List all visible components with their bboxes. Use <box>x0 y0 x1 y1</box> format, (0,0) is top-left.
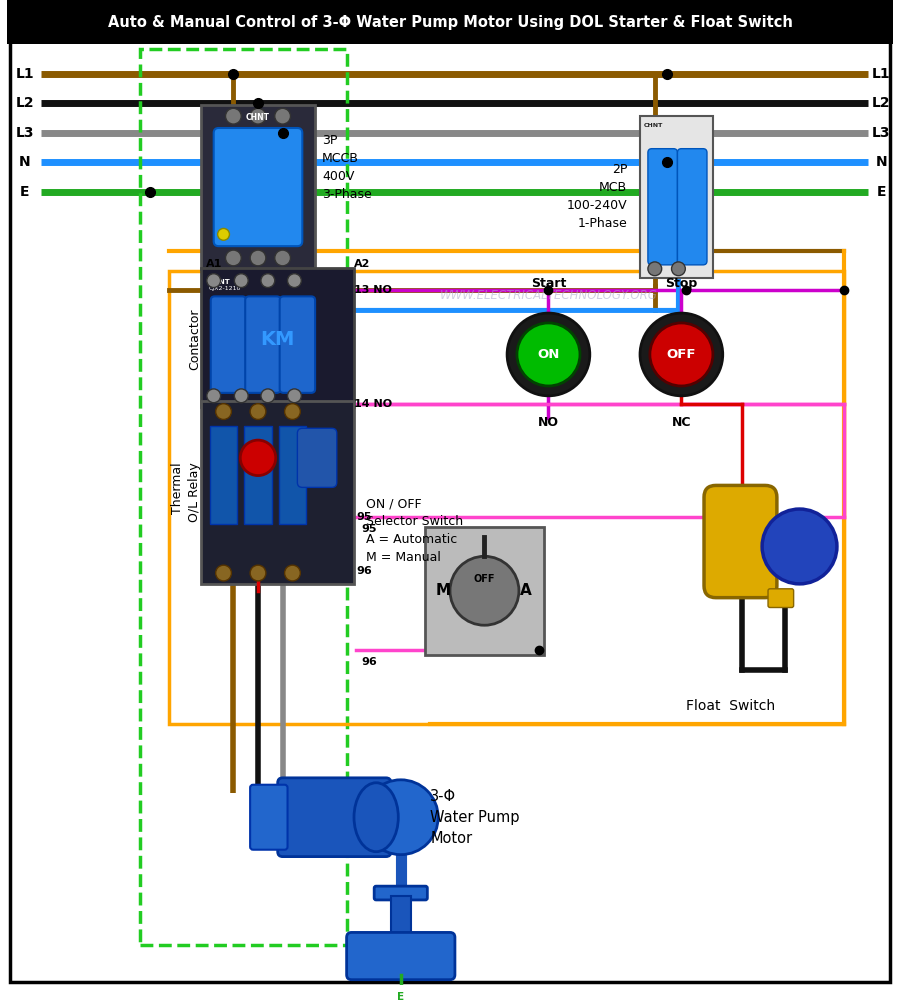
Text: A1: A1 <box>206 259 222 269</box>
Text: A2: A2 <box>354 259 370 269</box>
Text: NC: NC <box>662 299 675 308</box>
FancyBboxPatch shape <box>374 886 428 900</box>
Circle shape <box>284 565 301 581</box>
Circle shape <box>234 389 248 403</box>
Text: Stop: Stop <box>665 277 698 290</box>
Text: NO: NO <box>538 416 559 429</box>
Circle shape <box>640 313 723 396</box>
Text: E: E <box>20 185 30 199</box>
Text: CHNT: CHNT <box>246 113 270 122</box>
Circle shape <box>364 780 438 855</box>
Text: E: E <box>877 185 886 199</box>
FancyBboxPatch shape <box>7 0 893 44</box>
Circle shape <box>671 262 685 276</box>
FancyBboxPatch shape <box>279 426 306 524</box>
FancyBboxPatch shape <box>768 589 794 608</box>
Circle shape <box>648 262 662 276</box>
FancyBboxPatch shape <box>297 428 337 487</box>
Text: 96: 96 <box>362 657 377 667</box>
Text: Auto & Manual Control of 3-Φ Water Pump Motor Using DOL Starter & Float Switch: Auto & Manual Control of 3-Φ Water Pump … <box>108 15 792 30</box>
Text: OFF: OFF <box>667 348 696 361</box>
Circle shape <box>250 565 266 581</box>
Circle shape <box>507 313 590 396</box>
Text: ON / OFF
Selector Switch
A = Automatic
M = Manual: ON / OFF Selector Switch A = Automatic M… <box>366 497 464 564</box>
Text: Contactor: Contactor <box>188 309 201 370</box>
Circle shape <box>226 108 241 124</box>
Text: Start: Start <box>531 277 566 290</box>
Text: E: E <box>397 992 404 1000</box>
Text: Float  Switch: Float Switch <box>686 699 775 713</box>
Text: 3-Φ
Water Pump
Motor: 3-Φ Water Pump Motor <box>430 789 520 846</box>
Text: N: N <box>19 155 31 169</box>
Text: M: M <box>436 583 451 598</box>
Circle shape <box>762 509 837 584</box>
Circle shape <box>250 250 266 266</box>
Circle shape <box>218 228 230 240</box>
Text: NC: NC <box>671 416 691 429</box>
FancyBboxPatch shape <box>640 116 713 278</box>
Circle shape <box>250 108 266 124</box>
Circle shape <box>284 404 301 419</box>
Text: A: A <box>520 583 532 598</box>
Circle shape <box>226 250 241 266</box>
Circle shape <box>250 404 266 419</box>
Circle shape <box>650 323 713 386</box>
Circle shape <box>261 274 274 288</box>
Ellipse shape <box>354 783 399 852</box>
Text: 2P
MCB
100-240V
1-Phase: 2P MCB 100-240V 1-Phase <box>567 163 627 230</box>
Circle shape <box>274 108 291 124</box>
Circle shape <box>450 556 519 625</box>
Circle shape <box>207 389 220 403</box>
Circle shape <box>287 389 302 403</box>
FancyBboxPatch shape <box>280 296 315 393</box>
Text: L1: L1 <box>872 67 891 81</box>
Circle shape <box>287 274 302 288</box>
Circle shape <box>517 323 580 386</box>
Text: CHNT: CHNT <box>644 123 663 128</box>
Text: CJX2-1210: CJX2-1210 <box>209 286 241 291</box>
Circle shape <box>207 274 220 288</box>
Text: L2: L2 <box>15 96 34 110</box>
Text: L3: L3 <box>15 126 34 140</box>
Text: OFF: OFF <box>473 574 495 584</box>
Text: KM: KM <box>260 330 295 349</box>
Circle shape <box>274 250 291 266</box>
Text: N: N <box>876 155 887 169</box>
Circle shape <box>261 389 274 403</box>
Text: NO: NO <box>529 299 543 308</box>
FancyBboxPatch shape <box>391 896 410 940</box>
FancyBboxPatch shape <box>648 149 678 265</box>
FancyBboxPatch shape <box>210 426 238 524</box>
FancyBboxPatch shape <box>245 296 281 393</box>
Text: 14 NO: 14 NO <box>354 399 392 409</box>
Circle shape <box>234 274 248 288</box>
FancyBboxPatch shape <box>211 296 247 393</box>
Text: 95: 95 <box>356 512 372 522</box>
FancyBboxPatch shape <box>201 401 355 584</box>
Text: ON: ON <box>537 348 560 361</box>
Circle shape <box>216 565 231 581</box>
FancyBboxPatch shape <box>426 527 544 655</box>
FancyBboxPatch shape <box>213 128 302 246</box>
Text: WWW.ELECTRICALTECHNOLOGY.ORG: WWW.ELECTRICALTECHNOLOGY.ORG <box>439 289 657 302</box>
Text: 3P
MCCB
400V
3-Phase: 3P MCCB 400V 3-Phase <box>322 134 372 201</box>
Circle shape <box>240 440 275 476</box>
Circle shape <box>216 404 231 419</box>
Text: CHNT: CHNT <box>209 279 230 285</box>
Text: 95: 95 <box>362 524 377 534</box>
FancyBboxPatch shape <box>704 485 777 598</box>
FancyBboxPatch shape <box>244 426 272 524</box>
Text: 13 NO: 13 NO <box>354 285 392 295</box>
Text: L3: L3 <box>872 126 890 140</box>
FancyBboxPatch shape <box>201 105 315 269</box>
FancyBboxPatch shape <box>346 932 454 980</box>
FancyBboxPatch shape <box>278 778 391 857</box>
Text: L1: L1 <box>15 67 34 81</box>
FancyBboxPatch shape <box>250 785 287 850</box>
FancyBboxPatch shape <box>201 268 355 407</box>
FancyBboxPatch shape <box>678 149 707 265</box>
Text: 96: 96 <box>356 566 373 576</box>
Text: Thermal
O/L Relay: Thermal O/L Relay <box>171 462 201 522</box>
Text: L2: L2 <box>872 96 891 110</box>
